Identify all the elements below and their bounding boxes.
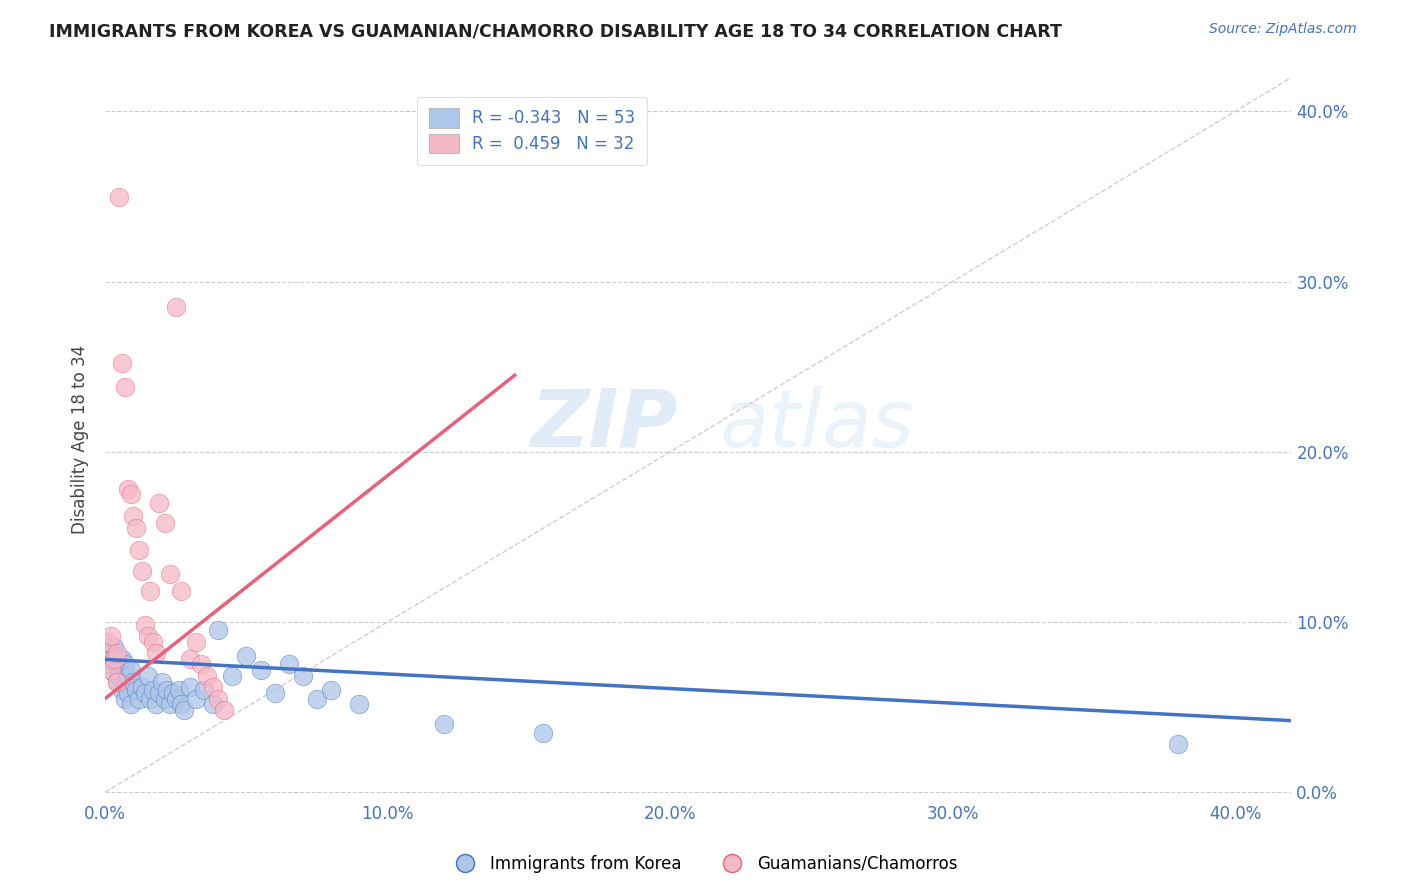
Point: [170, 584, 193, 599]
Point: [114, 380, 136, 394]
Point: [103, 652, 125, 666]
Point: [235, 648, 257, 663]
Point: [105, 674, 128, 689]
Point: [201, 680, 224, 694]
Point: [165, 300, 187, 314]
Point: [190, 657, 212, 672]
Text: atlas: atlas: [720, 385, 914, 464]
Y-axis label: Disability Age 18 to 34: Disability Age 18 to 34: [72, 344, 89, 533]
Point: [142, 635, 165, 649]
Point: [148, 496, 170, 510]
Text: IMMIGRANTS FROM KOREA VS GUAMANIAN/CHAMORRO DISABILITY AGE 18 TO 34 CORRELATION : IMMIGRANTS FROM KOREA VS GUAMANIAN/CHAMO…: [49, 22, 1062, 40]
Point: [291, 669, 314, 683]
Point: [131, 680, 153, 694]
Point: [1167, 738, 1189, 752]
Point: [142, 683, 165, 698]
Point: [170, 697, 193, 711]
Point: [139, 584, 162, 599]
Point: [159, 567, 181, 582]
Point: [195, 669, 218, 683]
Point: [111, 652, 134, 666]
Point: [114, 657, 136, 672]
Point: [173, 703, 195, 717]
Point: [145, 697, 167, 711]
Point: [263, 686, 285, 700]
Point: [201, 697, 224, 711]
Point: [148, 686, 170, 700]
Point: [433, 717, 456, 731]
Point: [159, 697, 181, 711]
Point: [179, 680, 201, 694]
Point: [111, 356, 134, 370]
Text: ZIP: ZIP: [530, 385, 678, 464]
Point: [193, 683, 215, 698]
Point: [97, 652, 120, 666]
Point: [221, 669, 243, 683]
Point: [105, 674, 128, 689]
Point: [207, 691, 229, 706]
Point: [145, 646, 167, 660]
Point: [134, 618, 156, 632]
Point: [125, 683, 148, 698]
Point: [122, 674, 145, 689]
Point: [117, 686, 139, 700]
Point: [108, 189, 131, 203]
Point: [131, 564, 153, 578]
Point: [103, 665, 125, 680]
Point: [120, 487, 142, 501]
Point: [184, 691, 207, 706]
Point: [153, 516, 176, 531]
Point: [184, 635, 207, 649]
Point: [100, 646, 122, 660]
Point: [100, 629, 122, 643]
Point: [277, 657, 299, 672]
Point: [156, 683, 179, 698]
Point: [305, 691, 328, 706]
Point: [103, 640, 125, 655]
Point: [108, 663, 131, 677]
Point: [249, 663, 271, 677]
Point: [531, 725, 554, 739]
Point: [128, 543, 150, 558]
Point: [105, 648, 128, 663]
Point: [114, 691, 136, 706]
Point: [117, 669, 139, 683]
Point: [136, 629, 159, 643]
Point: [136, 669, 159, 683]
Point: [349, 697, 371, 711]
Point: [162, 686, 184, 700]
Point: [111, 683, 134, 698]
Point: [321, 683, 343, 698]
Point: [100, 657, 122, 672]
Point: [207, 624, 229, 638]
Point: [120, 663, 142, 677]
Point: [179, 652, 201, 666]
Point: [105, 646, 128, 660]
Text: Source: ZipAtlas.com: Source: ZipAtlas.com: [1209, 22, 1357, 37]
Point: [150, 674, 173, 689]
Point: [125, 521, 148, 535]
Legend: R = -0.343   N = 53, R =  0.459   N = 32: R = -0.343 N = 53, R = 0.459 N = 32: [418, 96, 647, 165]
Point: [212, 703, 235, 717]
Point: [167, 683, 190, 698]
Point: [97, 635, 120, 649]
Legend: Immigrants from Korea, Guamanians/Chamorros: Immigrants from Korea, Guamanians/Chamor…: [441, 848, 965, 880]
Point: [134, 686, 156, 700]
Point: [120, 697, 142, 711]
Point: [165, 691, 187, 706]
Point: [139, 691, 162, 706]
Point: [153, 691, 176, 706]
Point: [108, 669, 131, 683]
Point: [128, 691, 150, 706]
Point: [122, 509, 145, 524]
Point: [117, 482, 139, 496]
Point: [100, 663, 122, 677]
